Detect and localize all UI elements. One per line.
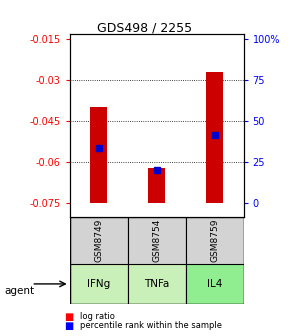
Text: GDS498 / 2255: GDS498 / 2255 xyxy=(97,22,193,35)
Text: agent: agent xyxy=(4,286,35,296)
Bar xyxy=(128,217,186,264)
Bar xyxy=(186,264,244,304)
Text: IFNg: IFNg xyxy=(87,279,110,289)
Text: percentile rank within the sample: percentile rank within the sample xyxy=(80,322,222,330)
Bar xyxy=(186,217,244,264)
Text: TNFa: TNFa xyxy=(144,279,169,289)
Bar xyxy=(206,72,223,203)
Text: ■: ■ xyxy=(64,311,73,322)
Text: GSM8754: GSM8754 xyxy=(152,218,161,262)
Bar xyxy=(70,217,128,264)
Bar xyxy=(70,264,128,304)
Text: GSM8759: GSM8759 xyxy=(210,218,219,262)
Bar xyxy=(128,264,186,304)
Text: ■: ■ xyxy=(64,321,73,331)
Text: GSM8749: GSM8749 xyxy=(94,218,103,262)
Bar xyxy=(148,168,165,203)
Text: IL4: IL4 xyxy=(207,279,222,289)
Bar xyxy=(90,108,107,203)
Text: log ratio: log ratio xyxy=(80,312,115,321)
